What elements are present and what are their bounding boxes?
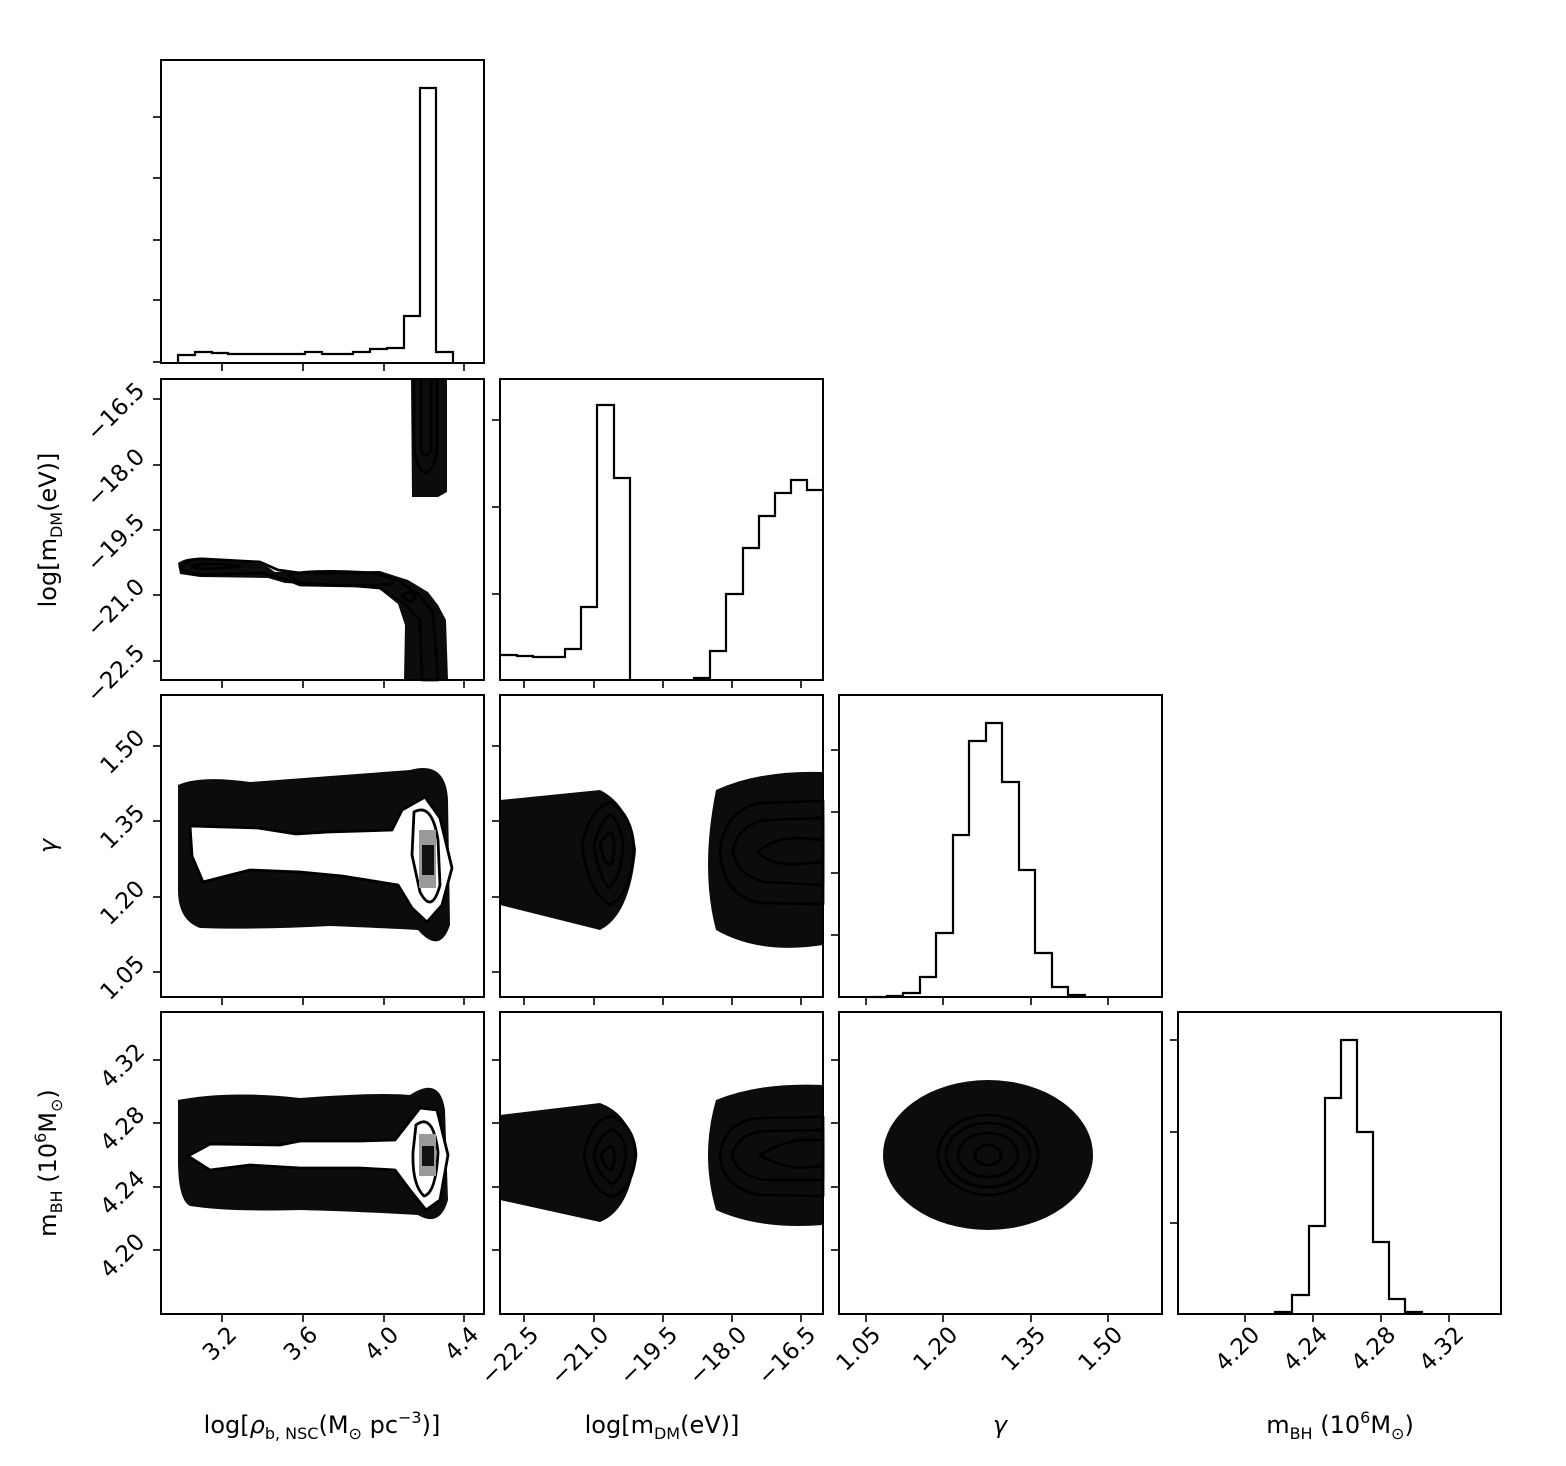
y-ticks [492,1059,500,1251]
x-ticks [221,1314,465,1322]
x-tick-labels-gamma: 1.05 1.20 1.35 1.50 [832,1322,1129,1377]
tick-label: 3.2 [198,1322,242,1366]
y-ticks [153,116,161,363]
panel-frame [160,59,485,364]
panel-rho-vs-mbh [153,1011,485,1322]
density-contours [178,380,440,682]
tick-label: 4.20 [1211,1322,1266,1377]
x-axis-label-gamma: γ [993,1411,1009,1439]
x-ticks [865,1314,1109,1322]
panel-frame [838,694,1163,998]
tick-label: 1.50 [1074,1322,1129,1377]
panel-mbh-hist [1170,1011,1502,1322]
tick-label: 4.32 [1415,1322,1470,1377]
density-peak [422,845,434,875]
y-ticks [153,398,161,662]
tick-label: −19.5 [82,509,150,577]
panel-mdm-vs-mbh [492,1011,825,1322]
tick-label: 4.24 [96,1166,151,1221]
panel-frame [1177,1011,1502,1315]
panel-mdm-vs-gamma [492,694,825,1005]
tick-label: −21.0 [82,574,150,642]
panel-rho-vs-gamma [153,694,485,1005]
y-ticks [831,749,839,936]
x-ticks [523,680,802,688]
tick-label: 4.28 [96,1102,151,1157]
panel-mdm-hist [492,378,824,688]
sample-cloud-body [883,1080,1093,1230]
tick-label: 1.05 [96,951,151,1006]
y-ticks [492,745,500,973]
sample-cloud [178,380,448,680]
tick-label: −21.0 [546,1322,614,1390]
x-ticks [523,997,802,1005]
y-ticks [153,745,161,973]
x-axis-label-mbh: mBH (106M⊙) [1266,1408,1414,1443]
y-ticks [153,1059,161,1251]
panel-rho-hist [153,59,485,371]
x-tick-labels-rho: 3.2 3.6 4.0 4.4 [198,1322,484,1366]
histogram-step [500,403,823,680]
tick-label: 3.6 [279,1322,323,1366]
sample-cloud [500,771,823,948]
tick-label: 4.20 [96,1229,151,1284]
sample-cloud [500,1084,823,1226]
panel-gamma-vs-mbh [831,1011,1163,1322]
panel-frame [838,1011,1163,1315]
y-axis-label-mbh: mBH (106M⊙) [31,1089,66,1237]
tick-label: 4.28 [1347,1322,1402,1377]
y-tick-labels-gamma: 1.50 1.35 1.20 1.05 [96,725,151,1006]
density-contours [188,795,454,924]
y-ticks [1170,1039,1178,1224]
x-axis-label-rho: log[ρb, NSC(M⊙ pc−3)] [204,1408,441,1443]
tick-label: −16.5 [82,378,150,446]
x-axis-label-mdm: log[mDM(eV)] [585,1411,740,1443]
x-ticks [865,997,1109,1005]
x-ticks [221,680,465,688]
tick-label: 4.24 [1279,1322,1334,1377]
sample-cloud [883,1080,1093,1230]
tick-label: −16.5 [753,1322,821,1390]
x-ticks [221,363,465,371]
x-ticks [221,997,465,1005]
histogram-step [870,721,1087,999]
tick-label: 4.32 [96,1039,151,1094]
histogram-step [1273,1038,1424,1314]
x-tick-labels-mdm: −22.5 −21.0 −19.5 −18.0 −16.5 [476,1322,821,1390]
density-peak [422,1146,434,1166]
y-ticks [492,419,500,595]
tick-label: 4.4 [440,1322,484,1366]
tick-label: −18.0 [82,444,150,512]
tick-label: 1.50 [96,725,151,780]
tick-label: 1.35 [997,1322,1052,1377]
panel-frame [499,1011,824,1315]
tick-label: −18.0 [684,1322,752,1390]
tick-label: −22.5 [82,640,150,708]
tick-label: −19.5 [615,1322,683,1390]
density-contours [186,1106,450,1212]
tick-label: 1.20 [909,1322,964,1377]
histogram-step [176,86,455,363]
tick-label: −22.5 [476,1322,544,1390]
y-ticks [831,1059,839,1251]
panel-frame [160,1011,485,1315]
y-axis-label-mdm: log[mDM(eV)] [34,453,66,608]
density-contours [936,1113,1040,1197]
x-ticks [523,1314,802,1322]
panel-frame [499,694,824,998]
x-tick-labels-mbh: 4.20 4.24 4.28 4.32 [1211,1322,1470,1377]
y-tick-labels-mbh: 4.32 4.28 4.24 4.20 [96,1039,151,1284]
x-ticks [1244,1314,1450,1322]
tick-label: 4.0 [360,1322,404,1366]
panel-gamma-hist [831,694,1163,1005]
tick-label: 1.05 [832,1322,887,1377]
tick-label: 1.35 [96,800,151,855]
tick-label: 1.20 [96,876,151,931]
y-tick-labels-mdm: −16.5 −18.0 −19.5 −21.0 −22.5 [82,378,150,708]
y-axis-label-gamma: γ [34,837,62,853]
panel-frame [499,378,824,681]
panel-rho-vs-mdm [153,378,485,688]
panel-frame [160,694,485,998]
